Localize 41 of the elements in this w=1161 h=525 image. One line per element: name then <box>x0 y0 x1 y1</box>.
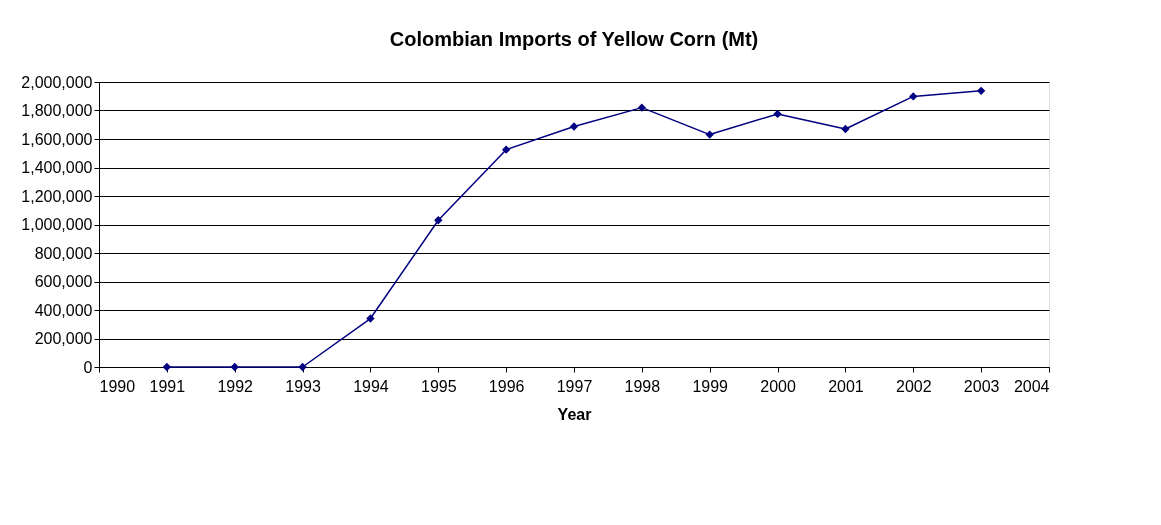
y-tick-label: 1,000,000 <box>21 216 93 233</box>
point <box>637 103 647 112</box>
x-tick-label: 1999 <box>692 377 729 395</box>
point <box>909 92 918 101</box>
point <box>773 109 782 119</box>
point <box>230 362 239 372</box>
point <box>569 122 579 131</box>
y-tick-label: 200,000 <box>34 330 93 347</box>
x-tick-label: 1995 <box>420 377 457 395</box>
x-tick-label: 2001 <box>828 377 864 395</box>
point <box>705 130 714 139</box>
x-tick-label: 1994 <box>353 377 389 395</box>
point <box>298 362 307 372</box>
y-tick-label: 400,000 <box>34 301 93 319</box>
x-tick-label: 1996 <box>488 377 525 395</box>
point <box>366 314 375 323</box>
y-tick-label: 0 <box>83 358 93 376</box>
x-tick-label: 2002 <box>895 377 932 395</box>
y-tick-label: 1,600,000 <box>21 130 93 148</box>
x-tick-label: 2003 <box>963 377 1000 395</box>
point <box>841 124 850 134</box>
point <box>434 216 443 225</box>
y-tick-label: 2,000,000 <box>21 73 93 91</box>
x-tick-label: 2004 <box>1013 377 1050 395</box>
y-tick-label: 1,400,000 <box>21 159 93 176</box>
y-tick-label: 800,000 <box>34 244 93 262</box>
point <box>501 145 511 154</box>
x-axis-title: Year <box>557 405 592 423</box>
chart-title: Colombian Imports of Yellow Corn (Mt) <box>389 28 759 50</box>
point <box>162 362 172 372</box>
y-tick-label: 600,000 <box>34 273 93 290</box>
x-tick-label: 1998 <box>624 377 661 395</box>
x-tick-label: 1990 <box>99 377 136 395</box>
x-tick-label: 2000 <box>760 377 796 395</box>
x-tick-label: 1997 <box>556 377 593 395</box>
y-tick-label: 1,200,000 <box>21 187 93 205</box>
point <box>976 86 986 96</box>
y-tick-label: 1,800,000 <box>21 102 93 119</box>
x-tick-label: 1993 <box>285 377 321 395</box>
x-tick-label: 1992 <box>217 377 254 395</box>
x-tick-label: 1991 <box>149 377 186 395</box>
